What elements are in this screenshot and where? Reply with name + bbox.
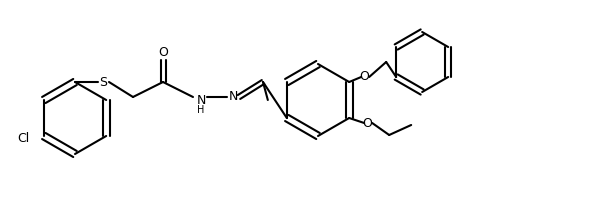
Text: N: N xyxy=(196,94,206,106)
Text: N: N xyxy=(228,91,238,104)
Text: O: O xyxy=(158,46,168,59)
Text: Cl: Cl xyxy=(18,131,30,144)
Text: H: H xyxy=(197,105,205,115)
Text: O: O xyxy=(362,117,372,130)
Text: O: O xyxy=(359,71,369,83)
Text: S: S xyxy=(99,75,107,88)
